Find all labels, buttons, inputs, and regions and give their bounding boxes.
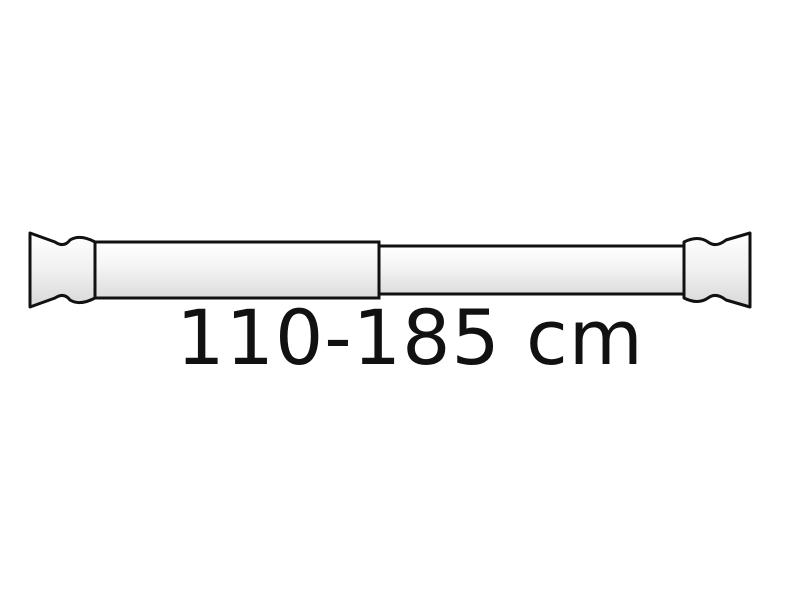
left-end-cap (28, 231, 97, 309)
outer-tube (93, 240, 381, 300)
size-range-label: 110-185 cm (176, 293, 644, 382)
right-end-cap (682, 231, 752, 309)
inner-tube (377, 244, 686, 296)
